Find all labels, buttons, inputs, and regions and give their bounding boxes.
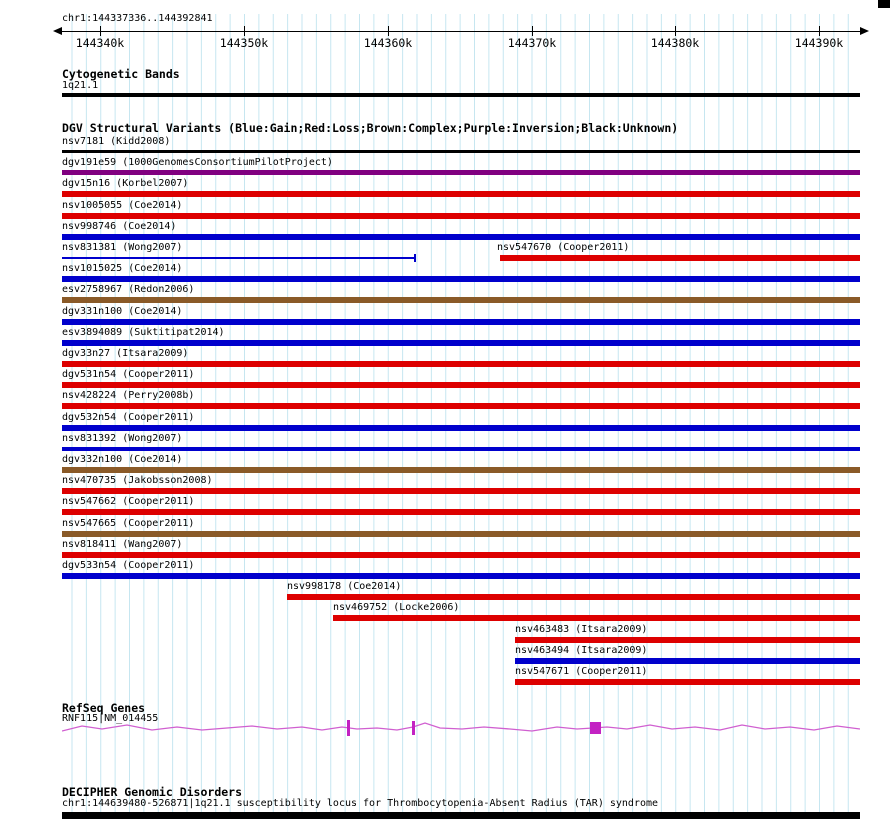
ruler-tick	[675, 26, 676, 36]
ruler-tick	[244, 26, 245, 36]
variant-bar-nsv818411[interactable]	[62, 552, 860, 558]
variant-label[interactable]: nsv1015025 (Coe2014)	[62, 263, 183, 274]
decipher-track-title: DECIPHER Genomic Disorders	[62, 785, 243, 799]
variant-label[interactable]: esv3894089 (Suktitipat2014)	[62, 327, 225, 338]
corner-marker	[878, 0, 890, 8]
variant-bar-dgv531n54[interactable]	[62, 382, 860, 388]
variant-label[interactable]: nsv818411 (Wang2007)	[62, 539, 183, 550]
variant-label[interactable]: nsv469752 (Locke2006)	[333, 602, 460, 613]
variant-label[interactable]: nsv1005055 (Coe2014)	[62, 200, 183, 211]
variant-label[interactable]: nsv998178 (Coe2014)	[287, 581, 402, 592]
ruler-tick	[388, 26, 389, 36]
variant-bar-nsv547665[interactable]	[62, 531, 860, 537]
variant-label[interactable]: dgv33n27 (Itsara2009)	[62, 348, 189, 359]
variant-bar-dgv533n54[interactable]	[62, 573, 860, 579]
variant-label[interactable]: nsv547671 (Cooper2011)	[515, 666, 648, 677]
ruler-tick-label: 144380k	[650, 36, 700, 50]
variant-bar-dgv532n54[interactable]	[62, 425, 860, 431]
ruler-tick	[532, 26, 533, 36]
refseq-track-title: RefSeq Genes	[62, 701, 146, 715]
gene-exon-icon	[347, 720, 350, 736]
refseq-gene-label[interactable]: RNF115|NM_014455	[62, 713, 159, 724]
variant-label[interactable]: nsv470735 (Jakobsson2008)	[62, 475, 213, 486]
dgv-track-title: DGV Structural Variants (Blue:Gain;Red:L…	[62, 121, 679, 135]
variant-label[interactable]: nsv547670 (Cooper2011)	[497, 242, 630, 253]
variant-label[interactable]: nsv547662 (Cooper2011)	[62, 496, 195, 507]
variant-bar-dgv331n100[interactable]	[62, 319, 860, 325]
variant-bar-nsv463494[interactable]	[515, 658, 860, 664]
cytogenetic-bands-title: Cytogenetic Bands	[62, 67, 180, 81]
variant-bar-nsv469752[interactable]	[333, 615, 860, 621]
ruler-line[interactable]	[62, 31, 860, 32]
ruler-tick-label: 144390k	[794, 36, 844, 50]
variant-label[interactable]: nsv463494 (Itsara2009)	[515, 645, 648, 656]
variant-label[interactable]: dgv191e59 (1000GenomesConsortiumPilotPro…	[62, 157, 333, 168]
variant-label[interactable]: dgv532n54 (Cooper2011)	[62, 412, 195, 423]
ruler-tick-label: 144370k	[507, 36, 557, 50]
variant-label[interactable]: nsv547665 (Cooper2011)	[62, 518, 195, 529]
variant-bar-nsv463483[interactable]	[515, 637, 860, 643]
variant-bar-nsv470735[interactable]	[62, 488, 860, 494]
variant-label[interactable]: nsv831381 (Wong2007)	[62, 242, 183, 253]
variant-label[interactable]: nsv463483 (Itsara2009)	[515, 624, 648, 635]
variant-bar-nsv1015025[interactable]	[62, 276, 860, 282]
gene-exon-icon	[412, 721, 415, 735]
ruler-tick-label: 144360k	[363, 36, 413, 50]
variant-bar-dgv15n16[interactable]	[62, 191, 860, 197]
ruler-tick-label: 144340k	[75, 36, 125, 50]
ruler-tick	[819, 26, 820, 36]
variant-label[interactable]: nsv428224 (Perry2008b)	[62, 390, 195, 401]
ruler-tick	[100, 26, 101, 36]
cytoband-bar[interactable]	[62, 93, 860, 97]
variant-label[interactable]: dgv533n54 (Cooper2011)	[62, 560, 195, 571]
variant-bar-nsv998178[interactable]	[287, 594, 860, 600]
variant-end-tick	[414, 254, 416, 262]
variant-bar-nsv7181[interactable]	[62, 150, 860, 153]
variant-label[interactable]: nsv998746 (Coe2014)	[62, 221, 177, 232]
variant-bar-nsv428224[interactable]	[62, 403, 860, 409]
variant-bar-nsv1005055[interactable]	[62, 213, 860, 219]
variant-bar-nsv547662[interactable]	[62, 509, 860, 515]
decipher-disorder-bar[interactable]	[62, 812, 860, 819]
variant-bar-nsv831381[interactable]	[62, 257, 415, 259]
decipher-entry-label[interactable]: chr1:144639480-526871|1q21.1 susceptibil…	[62, 798, 659, 809]
variant-bar-nsv998746[interactable]	[62, 234, 860, 240]
variant-bar-nsv831392[interactable]	[62, 447, 860, 451]
variant-label[interactable]: dgv531n54 (Cooper2011)	[62, 369, 195, 380]
variant-label[interactable]: nsv831392 (Wong2007)	[62, 433, 183, 444]
region-label: chr1:144337336..144392841	[62, 13, 213, 24]
variant-label[interactable]: esv2758967 (Redon2006)	[62, 284, 195, 295]
variant-label[interactable]: nsv7181 (Kidd2008)	[62, 136, 171, 147]
ruler-right-arrow-icon[interactable]	[860, 27, 869, 35]
variant-bar-nsv547671[interactable]	[515, 679, 860, 685]
refseq-gene-glyph[interactable]	[62, 712, 860, 744]
ruler-tick-label: 144350k	[219, 36, 269, 50]
variant-label[interactable]: dgv15n16 (Korbel2007)	[62, 178, 189, 189]
ruler-left-arrow-icon[interactable]	[53, 27, 62, 35]
variant-bar-dgv332n100[interactable]	[62, 467, 860, 473]
variant-label[interactable]: dgv332n100 (Coe2014)	[62, 454, 183, 465]
variant-bar-esv2758967[interactable]	[62, 297, 860, 303]
variant-label[interactable]: dgv331n100 (Coe2014)	[62, 306, 183, 317]
cytoband-label: 1q21.1	[62, 80, 99, 91]
variant-bar-esv3894089[interactable]	[62, 340, 860, 346]
variant-bar-dgv191e59[interactable]	[62, 170, 860, 175]
variant-bar-dgv33n27[interactable]	[62, 361, 860, 367]
variant-bar-nsv547670[interactable]	[500, 255, 860, 261]
gene-exon-icon	[590, 722, 601, 734]
